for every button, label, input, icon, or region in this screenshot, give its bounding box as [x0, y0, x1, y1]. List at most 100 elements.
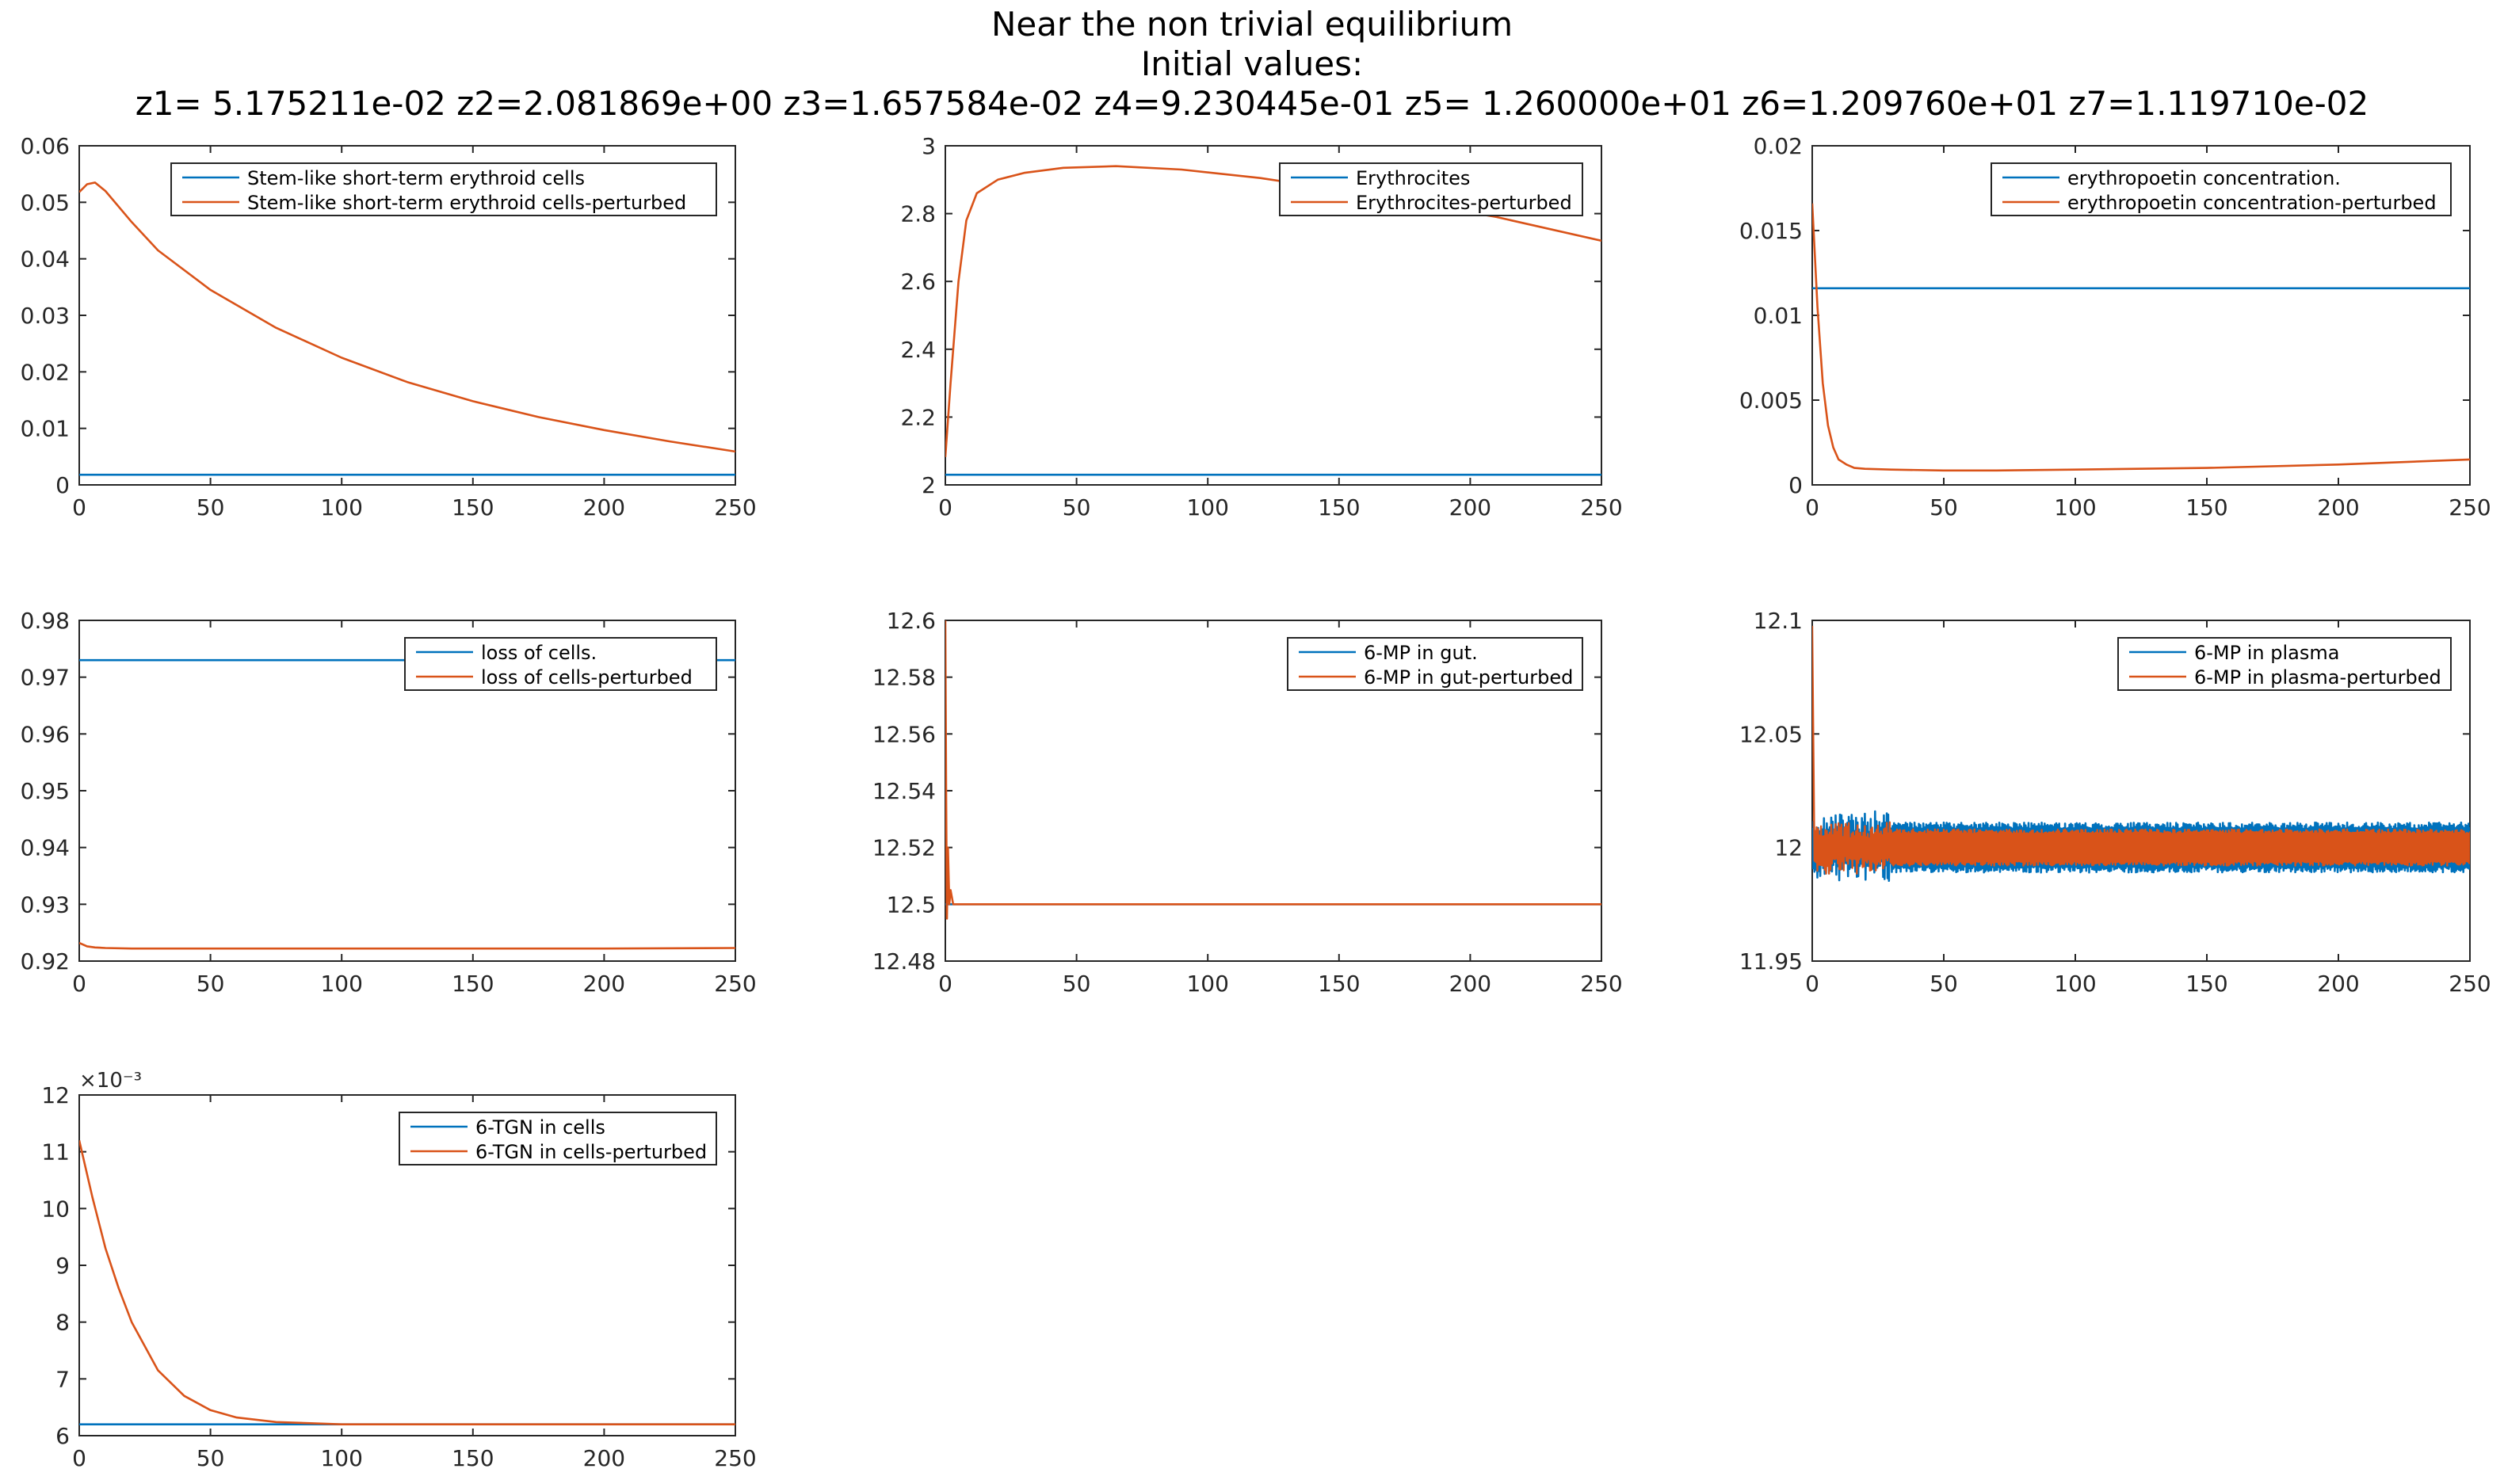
legend-entry: Stem-like short-term erythroid cells-per… — [247, 192, 686, 214]
y-tick-label: 0.01 — [21, 416, 70, 442]
x-tick-label: 50 — [1930, 971, 1958, 997]
y-tick-label: 11.95 — [1739, 948, 1803, 975]
y-tick-label: 0.06 — [21, 133, 70, 159]
x-tick-label: 0 — [938, 971, 952, 997]
x-tick-label: 150 — [452, 971, 494, 997]
legend-entry: 6-MP in plasma-perturbed — [2194, 666, 2441, 689]
x-tick-label: 250 — [714, 494, 756, 521]
legend-entry: Erythrocites-perturbed — [1356, 192, 1572, 214]
y-tick-label: 2.2 — [900, 404, 936, 430]
y-tick-label: 0.03 — [21, 303, 70, 329]
figure-title: Near the non trivial equilibrium Initial… — [0, 5, 2504, 124]
x-tick-label: 0 — [72, 1445, 86, 1471]
x-tick-label: 0 — [72, 971, 86, 997]
legend-entry: loss of cells. — [481, 642, 597, 664]
legend: erythropoetin concentration. erythropoeti… — [1991, 162, 2452, 216]
series-line-unperturbed — [1812, 810, 2470, 882]
x-tick-label: 150 — [452, 494, 494, 521]
y-tick-label: 12.54 — [872, 778, 936, 804]
legend-entry: Stem-like short-term erythroid cells — [247, 167, 585, 189]
y-tick-label: 12 — [1774, 835, 1803, 861]
x-tick-label: 200 — [583, 494, 625, 521]
x-tick-label: 250 — [2449, 494, 2491, 521]
subplot-2: 0 50 100 150 200 250 2 2.2 2.4 2.6 2.8 3 Erythrocite… — [900, 133, 1622, 521]
y-tick-label: 12.58 — [872, 665, 936, 691]
legend: Stem-like short-term erythroid cells Stem… — [170, 162, 717, 216]
y-tick-label: 0.005 — [1739, 387, 1803, 414]
legend-entry: 6-MP in gut. — [1364, 642, 1478, 664]
x-tick-label: 200 — [1449, 494, 1491, 521]
y-tick-label: 0.01 — [1754, 303, 1803, 329]
y-tick-label: 3 — [922, 133, 936, 159]
series-line-perturbed — [79, 1140, 735, 1425]
x-tick-label: 50 — [1063, 494, 1091, 521]
x-tick-label: 0 — [72, 494, 86, 521]
legend-entry: 6-MP in gut-perturbed — [1364, 666, 1573, 689]
y-tick-label: 0.93 — [21, 891, 70, 917]
legend-entry: erythropoetin concentration. — [2067, 167, 2341, 189]
y-tick-label: 0.05 — [21, 189, 70, 216]
x-tick-label: 250 — [2449, 971, 2491, 997]
x-tick-label: 0 — [1805, 971, 1819, 997]
y-tick-label: 12.48 — [872, 948, 936, 975]
x-tick-label: 100 — [320, 1445, 362, 1471]
y-tick-label: 0.95 — [21, 778, 70, 804]
legend-entry: 6-MP in plasma — [2194, 642, 2339, 664]
legend-entry: loss of cells-perturbed — [481, 666, 693, 689]
x-tick-label: 150 — [2185, 494, 2227, 521]
x-tick-label: 200 — [1449, 971, 1491, 997]
legend-entry: 6-TGN in cells-perturbed — [475, 1141, 707, 1163]
legend-entry: 6-TGN in cells — [475, 1116, 605, 1139]
title-line-1: Near the non trivial equilibrium — [991, 5, 1513, 44]
subplot-5: 0 50 100 150 200 250 12.48 12.5 12.52 12.54 12.56 1… — [872, 608, 1623, 997]
title-line-3: z1= 5.175211e-02 z2=2.081869e+00 z3=1.65… — [135, 84, 2369, 123]
y-tick-label: 10 — [41, 1196, 70, 1222]
x-tick-label: 200 — [2317, 971, 2359, 997]
x-tick-label: 100 — [320, 971, 362, 997]
x-tick-label: 150 — [1318, 971, 1360, 997]
y-tick-label: 0.94 — [21, 835, 70, 861]
y-tick-label: 0.96 — [21, 721, 70, 747]
y-tick-label: 2.8 — [900, 201, 936, 227]
y-tick-label: 12 — [41, 1082, 70, 1108]
x-tick-label: 150 — [2185, 971, 2227, 997]
series-line-perturbed — [1812, 625, 2470, 875]
subplot-3: 0 50 100 150 200 250 0 0.005 0.01 0.015 0.02 erythr… — [1739, 133, 2491, 521]
y-tick-label: 12.52 — [872, 835, 936, 861]
y-tick-label: 9 — [55, 1253, 70, 1279]
x-tick-label: 50 — [197, 971, 225, 997]
x-tick-label: 150 — [1318, 494, 1360, 521]
y-tick-label: 0.02 — [1754, 133, 1803, 159]
x-tick-label: 200 — [2317, 494, 2359, 521]
legend: Erythrocites Erythrocites-perturbed — [1279, 162, 1583, 216]
x-tick-label: 50 — [1930, 494, 1958, 521]
y-tick-label: 12.5 — [887, 891, 936, 917]
x-tick-label: 100 — [2054, 971, 2096, 997]
y-tick-label: 0.02 — [21, 359, 70, 385]
x-tick-label: 0 — [1805, 494, 1819, 521]
y-tick-label: 0.04 — [21, 246, 70, 273]
y-tick-label: 0 — [1788, 472, 1803, 498]
y-tick-label: 0 — [55, 472, 70, 498]
x-tick-label: 100 — [1186, 494, 1228, 521]
y-tick-label: 0.015 — [1739, 218, 1803, 244]
y-tick-label: 0.92 — [21, 948, 70, 975]
x-tick-label: 50 — [197, 1445, 225, 1471]
y-tick-label: 12.1 — [1754, 608, 1803, 634]
x-tick-label: 200 — [583, 971, 625, 997]
x-tick-label: 100 — [2054, 494, 2096, 521]
subplot-7: 0 50 100 150 200 250 6 7 8 9 10 11 12 ×10⁻³ 6-TGN in c… — [41, 1069, 756, 1471]
y-tick-label: 12.05 — [1739, 721, 1803, 747]
y-tick-label: 2 — [922, 472, 936, 498]
y-tick-label: 12.6 — [887, 608, 936, 634]
y-tick-label: 7 — [55, 1366, 70, 1392]
x-tick-label: 50 — [197, 494, 225, 521]
subplot-4: 0 50 100 150 200 250 0.92 0.93 0.94 0.95 0.96 0.97 0… — [21, 608, 757, 997]
x-tick-label: 100 — [320, 494, 362, 521]
y-tick-label: 11 — [41, 1139, 70, 1165]
y-tick-label: 2.6 — [900, 269, 936, 295]
y-tick-label: 0.97 — [21, 665, 70, 691]
